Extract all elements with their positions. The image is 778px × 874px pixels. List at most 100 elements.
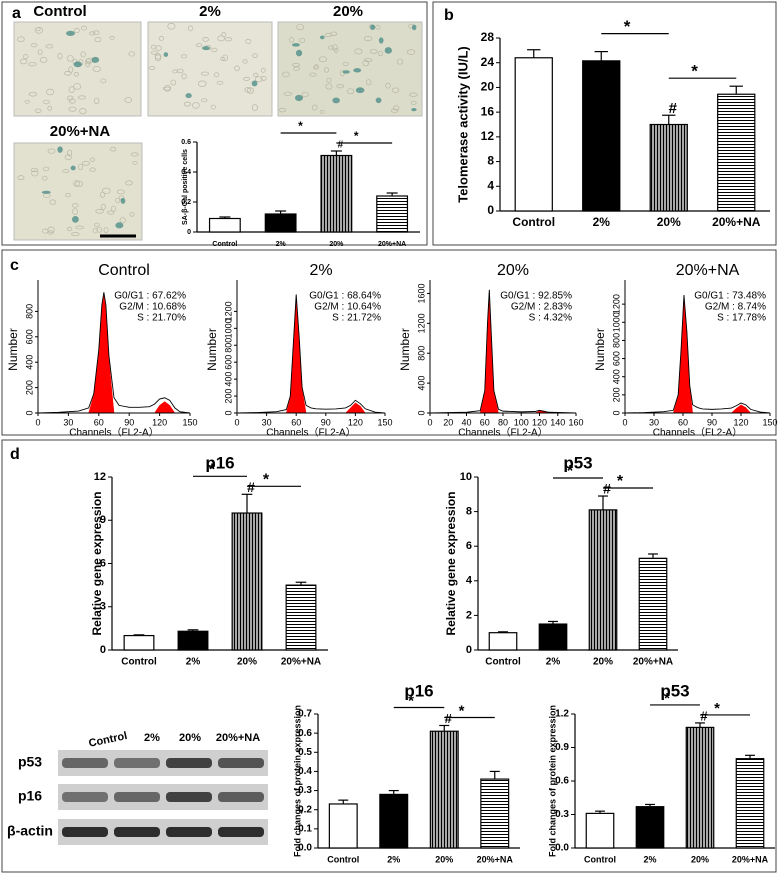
cell — [347, 88, 355, 95]
chart-title: p16 — [205, 453, 234, 472]
x-tick-label: 2% — [643, 854, 656, 864]
y-tick-label: 6 — [100, 557, 106, 569]
cell — [362, 59, 369, 67]
y-tick-label: 8 — [466, 506, 472, 518]
y-tick-label: 0.3 — [555, 809, 569, 820]
cell — [164, 84, 172, 92]
x-tick-label: 20% — [237, 657, 257, 668]
y-tick-label: 0.4 — [298, 766, 312, 777]
fit-area — [286, 296, 307, 414]
marker-label: # — [247, 479, 255, 495]
stained-cell — [57, 146, 63, 153]
cell — [124, 180, 133, 186]
cell — [289, 37, 295, 43]
cell — [216, 80, 224, 85]
cell — [47, 148, 56, 154]
cell — [68, 98, 76, 104]
bar — [735, 758, 765, 849]
panel-label: a — [12, 5, 21, 22]
y-tick-label: 0.4 — [181, 169, 191, 176]
chart-title: p53 — [563, 453, 592, 472]
x-tick-label: 20 — [443, 417, 453, 427]
stained-cell — [91, 56, 100, 63]
cell — [66, 226, 73, 232]
cell — [49, 199, 57, 205]
y-tick-label: 400 — [611, 369, 621, 384]
stained-cell — [411, 24, 417, 31]
lane-label: 2% — [144, 732, 160, 744]
blot-band — [114, 758, 160, 768]
y-tick-label: 0.6 — [298, 728, 312, 739]
x-axis-label: Channels（FL2-A） — [653, 427, 742, 439]
y-tick-label: 0 — [24, 410, 34, 415]
stained-cell — [291, 43, 300, 47]
chart-title: p16 — [404, 681, 433, 700]
cell — [309, 72, 317, 77]
cell — [19, 58, 28, 65]
cell — [89, 157, 95, 162]
x-tick-label: 140 — [550, 417, 565, 427]
stained-cell — [202, 46, 210, 51]
panel-frame — [1, 1, 428, 246]
cell — [176, 68, 184, 74]
cell — [37, 49, 43, 55]
y-tick-label: 200 — [24, 380, 34, 395]
chart-title: 20% — [497, 262, 529, 279]
cell — [299, 37, 306, 43]
cell — [253, 72, 259, 77]
cell — [66, 95, 74, 101]
cell — [406, 49, 416, 55]
y-axis-label: Number — [6, 328, 20, 371]
y-axis-label: Fold changes of protein expression — [292, 705, 302, 857]
x-tick-label: 90 — [321, 417, 331, 427]
cell — [200, 98, 208, 103]
y-tick-label: 12 — [94, 471, 106, 483]
cell — [283, 91, 293, 96]
cell — [102, 187, 111, 194]
panel-label: d — [10, 446, 20, 463]
y-axis-label: Relative gene expression — [444, 491, 458, 635]
blot-band — [218, 792, 264, 802]
trace-line — [37, 292, 191, 414]
cell — [17, 36, 25, 43]
x-tick-label: 120 — [152, 417, 167, 427]
x-tick-label: 0 — [35, 417, 40, 427]
y-tick-label: 6 — [466, 540, 472, 552]
y-tick-label: 800 — [611, 333, 621, 348]
stained-cell — [342, 70, 350, 74]
cell — [396, 58, 404, 65]
stained-cell — [353, 68, 362, 73]
cell — [245, 38, 252, 44]
cell — [222, 54, 229, 62]
y-tick-label: 0 — [416, 410, 426, 415]
cell — [342, 61, 349, 66]
blot-band — [166, 827, 212, 837]
y-tick-label: 16 — [481, 104, 495, 118]
x-tick-label: 150 — [377, 417, 392, 427]
cell — [28, 62, 37, 67]
cell — [301, 91, 309, 98]
y-tick-label: 1000 — [611, 312, 621, 332]
cell — [81, 161, 91, 166]
cell — [331, 44, 338, 51]
significance-label: * — [567, 463, 574, 480]
cell — [116, 189, 125, 195]
x-tick-label: Control — [212, 241, 237, 248]
y-axis-label: Fold changes of protein expression — [547, 705, 557, 857]
micrograph — [13, 21, 142, 117]
cell — [30, 43, 38, 48]
cell — [391, 87, 400, 93]
stained-cell — [319, 35, 325, 40]
stained-cell — [71, 215, 79, 223]
stained-cell — [375, 97, 382, 104]
cell — [47, 105, 53, 111]
cell — [311, 104, 318, 111]
significance-label: * — [263, 472, 270, 489]
micrograph-label: 20%+NA — [50, 123, 111, 140]
stained-cell — [185, 93, 192, 99]
cell — [154, 52, 161, 60]
cell — [45, 44, 54, 49]
cell — [155, 45, 162, 51]
y-tick-label: 1.2 — [555, 709, 569, 720]
cell — [324, 67, 330, 73]
